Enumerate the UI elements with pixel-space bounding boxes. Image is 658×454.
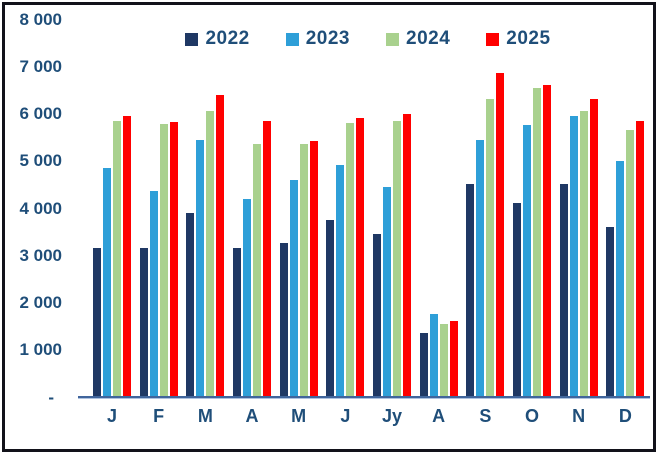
bar-2024-D-11 bbox=[626, 130, 635, 397]
y-axis-tick-label: 1 000 bbox=[19, 340, 62, 360]
bar-2023-S-8 bbox=[476, 139, 485, 397]
bar-2022-J-0 bbox=[93, 248, 101, 397]
legend-item-2022: 2022 bbox=[185, 28, 249, 50]
x-axis-tick-label-11: D bbox=[618, 406, 632, 426]
legend-item-2025: 2025 bbox=[486, 28, 550, 50]
x-axis-tick-label-8: S bbox=[479, 406, 492, 426]
bar-group-S-8 bbox=[466, 73, 505, 397]
bar-2025-D-11 bbox=[636, 120, 645, 397]
bar-group-D-11 bbox=[606, 120, 645, 397]
chart-legend: 2022 2023 2024 2025 bbox=[88, 28, 648, 50]
bar-2023-N-10 bbox=[569, 115, 578, 397]
bar-group-A-7 bbox=[419, 314, 458, 397]
x-axis-labels: J F M A M J Jy A S O N D bbox=[0, 406, 658, 432]
bar-2025-M-2 bbox=[216, 94, 225, 397]
legend-label: 2025 bbox=[506, 28, 551, 49]
x-axis-tick-label-4: M bbox=[291, 406, 307, 426]
bar-2024-M-4 bbox=[299, 144, 308, 397]
bar-2023-J-0 bbox=[103, 167, 111, 397]
bar-2024-N-10 bbox=[579, 111, 588, 397]
bar-2025-S-8 bbox=[496, 73, 505, 397]
bar-2022-N-10 bbox=[559, 184, 568, 397]
bar-2024-Jy-6 bbox=[393, 120, 401, 397]
bar-2023-J-5 bbox=[336, 165, 345, 397]
bar-2024-M-2 bbox=[206, 111, 215, 397]
bar-2023-O-9 bbox=[523, 125, 531, 397]
x-axis-tick-label-1: F bbox=[153, 406, 165, 426]
bar-2022-S-8 bbox=[466, 184, 475, 397]
bar-2022-M-2 bbox=[186, 212, 195, 397]
bar-2022-Jy-6 bbox=[373, 234, 381, 397]
bar-2025-N-10 bbox=[589, 99, 598, 397]
bar-group-F-1 bbox=[139, 122, 178, 397]
bar-2024-F-1 bbox=[159, 123, 168, 397]
bar-2025-J-0 bbox=[123, 115, 131, 397]
x-axis-tick-label-10: N bbox=[572, 406, 586, 426]
bar-2022-M-4 bbox=[279, 243, 288, 397]
bar-group-A-3 bbox=[233, 120, 271, 397]
bar-2023-A-3 bbox=[243, 198, 251, 397]
bar-2025-O-9 bbox=[543, 85, 551, 397]
y-axis-tick-label: 8 000 bbox=[19, 9, 62, 29]
y-axis-labels: 8 000 7 000 6 000 5 000 4 000 3 000 2 000 1 000… bbox=[8, 0, 62, 454]
bar-group-Jy-6 bbox=[373, 113, 411, 397]
bar-2025-J-5 bbox=[356, 118, 365, 397]
bar-group-O-9 bbox=[513, 85, 551, 397]
legend-swatch-icon bbox=[185, 32, 199, 46]
bar-2023-Jy-6 bbox=[383, 186, 391, 397]
x-axis-tick-label-3: A bbox=[245, 406, 259, 426]
bar-2025-A-3 bbox=[263, 120, 271, 397]
bar-2025-A-7 bbox=[449, 321, 458, 397]
legend-item-2024: 2024 bbox=[386, 28, 450, 50]
bar-2024-A-3 bbox=[253, 144, 261, 397]
bar-2023-A-7 bbox=[429, 314, 438, 397]
legend-label: 2024 bbox=[406, 28, 451, 49]
bar-2024-S-8 bbox=[486, 99, 495, 397]
bar-2024-J-0 bbox=[113, 120, 121, 397]
legend-swatch-icon bbox=[386, 32, 399, 46]
bar-group-M-2 bbox=[186, 94, 225, 397]
y-axis-tick-label: 6 000 bbox=[19, 104, 62, 123]
y-axis-tick-label: 3 000 bbox=[19, 245, 62, 265]
bar-group-N-10 bbox=[559, 99, 598, 397]
bar-2022-A-3 bbox=[233, 248, 241, 397]
y-axis-tick-label: - bbox=[48, 387, 54, 407]
x-axis-tick-label-9: O bbox=[524, 406, 539, 426]
bar-2025-F-1 bbox=[169, 122, 178, 397]
bar-group-J-0 bbox=[93, 115, 131, 397]
bar-group-J-5 bbox=[326, 118, 365, 397]
legend-swatch-icon bbox=[486, 32, 500, 46]
bar-2023-D-11 bbox=[616, 160, 625, 397]
y-axis-tick-label: 4 000 bbox=[19, 198, 62, 218]
bar-2022-O-9 bbox=[513, 203, 521, 397]
x-axis-tick-label-2: M bbox=[197, 406, 213, 426]
x-axis-tick-label-5: J bbox=[340, 406, 351, 426]
bar-2024-A-7 bbox=[439, 323, 448, 397]
bar-2023-F-1 bbox=[149, 191, 158, 397]
x-axis-tick-label-7: A bbox=[432, 406, 446, 426]
x-axis-tick-label-6: Jy bbox=[381, 406, 403, 426]
bar-2023-M-4 bbox=[289, 179, 298, 397]
bar-2022-D-11 bbox=[606, 226, 615, 397]
legend-item-2023: 2023 bbox=[285, 28, 350, 50]
legend-label: 2023 bbox=[305, 28, 350, 49]
bar-2022-A-7 bbox=[419, 333, 428, 397]
bar-group-M-4 bbox=[279, 140, 318, 397]
x-axis-tick-label-0: J bbox=[106, 406, 117, 426]
y-axis-tick-label: 5 000 bbox=[19, 151, 62, 171]
bar-2023-M-2 bbox=[196, 139, 205, 397]
bar-2024-O-9 bbox=[533, 87, 541, 397]
y-axis-tick-label: 7 000 bbox=[19, 56, 62, 76]
bar-2022-J-5 bbox=[326, 219, 335, 397]
x-axis-line bbox=[78, 396, 650, 398]
legend-label: 2022 bbox=[205, 28, 250, 49]
bar-2024-J-5 bbox=[346, 122, 355, 397]
bar-2025-Jy-6 bbox=[403, 113, 411, 397]
y-axis-tick-label: 2 000 bbox=[19, 293, 62, 312]
legend-swatch-icon bbox=[285, 32, 299, 46]
bar-2022-F-1 bbox=[139, 248, 148, 397]
bar-2025-M-4 bbox=[309, 140, 318, 397]
plot-area bbox=[88, 19, 648, 397]
